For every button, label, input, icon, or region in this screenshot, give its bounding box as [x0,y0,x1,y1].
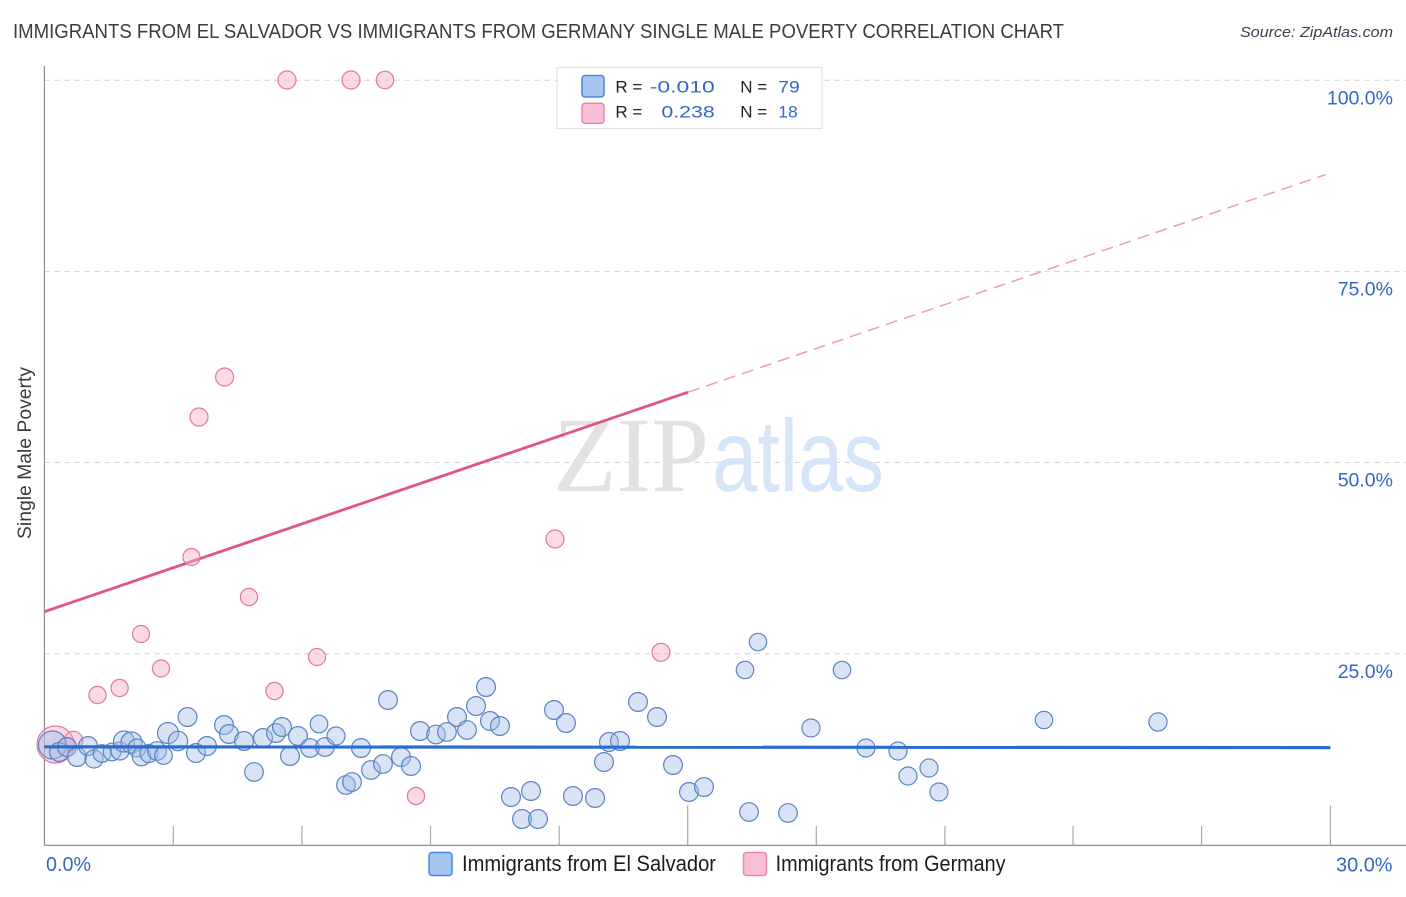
svg-text:79: 79 [778,78,799,97]
svg-text:N =: N = [740,103,767,122]
svg-text:30.0%: 30.0% [1336,855,1393,877]
svg-text:75.0%: 75.0% [1338,279,1393,301]
svg-text:R =: R = [615,103,642,122]
svg-text:Immigrants from El Salvador: Immigrants from El Salvador [462,851,716,876]
svg-text:0.0%: 0.0% [46,854,91,876]
svg-text:100.0%: 100.0% [1327,87,1393,109]
svg-text:0.238: 0.238 [661,103,714,122]
svg-text:25.0%: 25.0% [1338,661,1393,683]
svg-text:atlas: atlas [712,399,884,513]
svg-text:18: 18 [778,103,798,122]
svg-text:50.0%: 50.0% [1338,470,1393,492]
svg-text:R =: R = [615,78,642,97]
svg-text:N =: N = [740,78,767,97]
svg-text:Immigrants from Germany: Immigrants from Germany [776,851,1006,876]
svg-text:-0.010: -0.010 [650,78,715,97]
svg-text:Source: ZipAtlas.com: Source: ZipAtlas.com [1240,25,1393,41]
svg-text:Single Male Poverty: Single Male Poverty [14,367,36,539]
svg-text:ZIP: ZIP [553,397,709,515]
svg-text:IMMIGRANTS FROM EL SALVADOR VS: IMMIGRANTS FROM EL SALVADOR VS IMMIGRANT… [13,20,1064,43]
